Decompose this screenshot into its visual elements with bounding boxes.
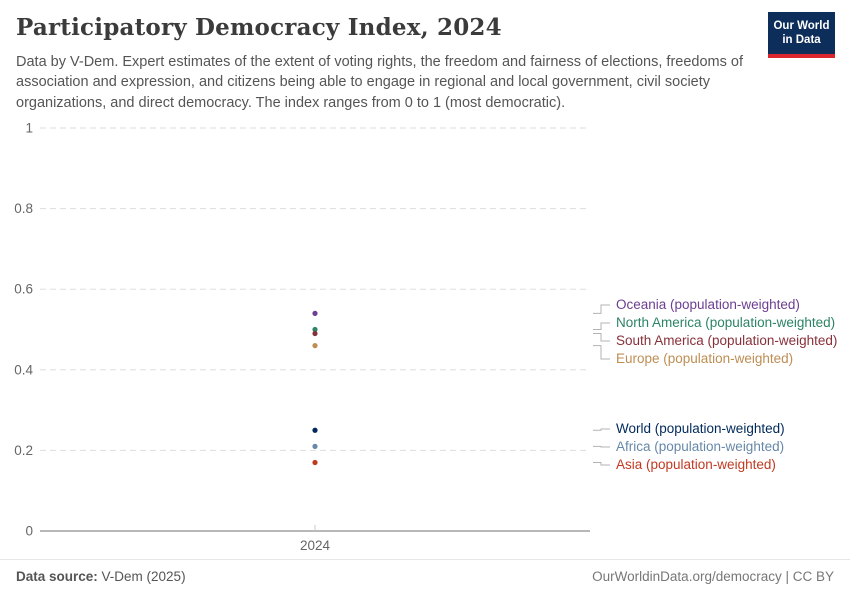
data-source-label: Data source: [16,569,98,584]
y-tick-label: 0.2 [14,443,33,458]
legend-connector [593,345,610,360]
legend-item-north-america[interactable]: North America (population-weighted) [616,315,836,330]
legend-item-europe[interactable]: Europe (population-weighted) [616,351,794,366]
owid-logo[interactable]: Our World in Data [768,12,835,58]
legend-connector [593,461,610,466]
legend-item-south-america[interactable]: South America (population-weighted) [616,333,838,348]
data-point-world [312,427,318,433]
legend-item-oceania[interactable]: Oceania (population-weighted) [616,297,800,312]
legend-connector [593,445,610,448]
y-tick-label: 0 [25,524,33,539]
data-point-asia [312,459,318,466]
legend-item-asia[interactable]: Asia (population-weighted) [616,457,776,472]
owid-logo-line1: Our World [773,20,830,32]
data-point-europe [312,343,318,349]
data-source: Data source: V-Dem (2025) [16,569,186,584]
legend-connector [593,304,610,314]
x-tick-label: 2024 [300,538,331,553]
y-tick-label: 0.6 [14,282,33,297]
footer-divider [0,559,850,560]
legend-connector [593,333,610,342]
y-tick-label: 1 [25,121,33,136]
y-tick-label: 0.8 [14,201,33,216]
legend-connector [593,322,610,330]
page-title: Participatory Democracy Index, 2024 [16,14,502,41]
data-point-oceania [312,310,318,316]
legend-item-africa[interactable]: Africa (population-weighted) [616,439,785,454]
footer-attribution-link[interactable]: OurWorldinData.org/democracy | CC BY [592,569,834,584]
owid-logo-line2: in Data [782,34,821,47]
legend-connector [593,428,610,431]
data-source-value: V-Dem (2025) [97,569,186,584]
legend-item-world[interactable]: World (population-weighted) [616,421,785,436]
data-point-north-america [312,326,318,333]
chart-subtitle: Data by V-Dem. Expert estimates of the e… [16,54,743,111]
data-point-south-america [312,330,318,337]
y-tick-label: 0.4 [14,362,33,377]
data-point-africa [312,443,318,449]
